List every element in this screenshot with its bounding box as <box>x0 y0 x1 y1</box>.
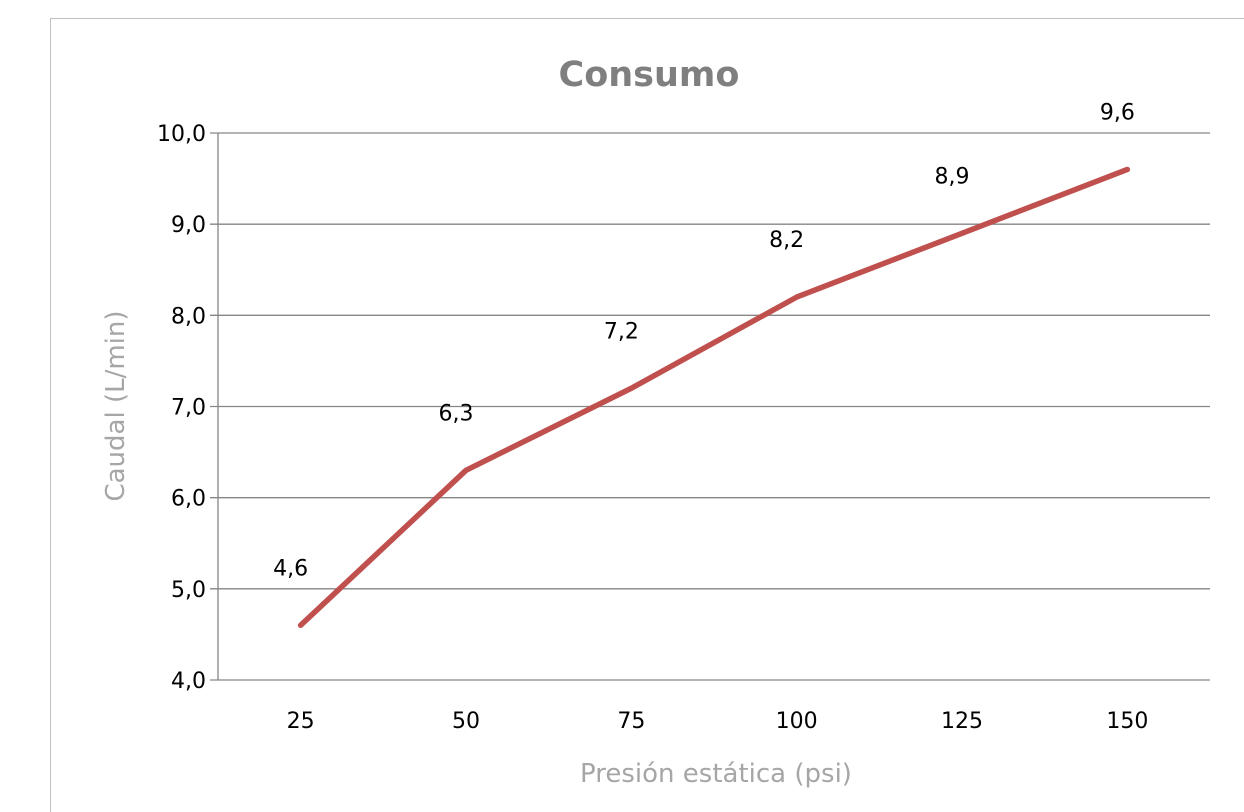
y-tick-label: 10,0 <box>157 122 206 147</box>
data-label: 6,3 <box>439 401 474 426</box>
x-tick-label: 100 <box>776 709 818 734</box>
x-tick-label: 25 <box>287 709 315 734</box>
chart-title: Consumo <box>559 55 740 95</box>
x-tick-label: 50 <box>452 709 480 734</box>
x-tick-label: 125 <box>941 709 983 734</box>
series-group <box>297 166 1131 629</box>
x-tick-label: 150 <box>1106 709 1148 734</box>
data-point <box>463 467 469 473</box>
y-tick-labels: 4,0 5,0 6,0 7,0 8,0 9,0 10,0 <box>157 122 206 694</box>
y-tick-label: 7,0 <box>171 396 206 421</box>
y-tick-label: 4,0 <box>171 669 206 694</box>
series-line <box>297 166 1131 629</box>
x-axis-title: Presión estática (psi) <box>580 759 852 789</box>
y-tick-label: 6,0 <box>171 487 206 512</box>
y-axis-title: Caudal (L/min) <box>101 310 131 501</box>
data-label: 8,9 <box>935 164 970 189</box>
data-point <box>959 230 965 236</box>
data-point <box>1124 166 1130 172</box>
gridlines <box>210 132 1210 681</box>
data-point <box>298 622 304 628</box>
data-label: 8,2 <box>769 228 804 253</box>
data-label: 7,2 <box>604 319 639 344</box>
data-point <box>794 294 800 300</box>
x-tick-labels: 25 50 75 100 125 150 <box>287 709 1149 734</box>
y-tick-label: 5,0 <box>171 578 206 603</box>
data-label: 4,6 <box>273 556 308 581</box>
y-tick-label: 8,0 <box>171 304 206 329</box>
y-tick-label: 9,0 <box>171 213 206 238</box>
data-label: 9,6 <box>1100 100 1135 125</box>
data-labels: 4,6 6,3 7,2 8,2 8,9 9,6 <box>273 100 1135 581</box>
x-tick-label: 75 <box>617 709 645 734</box>
data-point <box>628 385 634 391</box>
